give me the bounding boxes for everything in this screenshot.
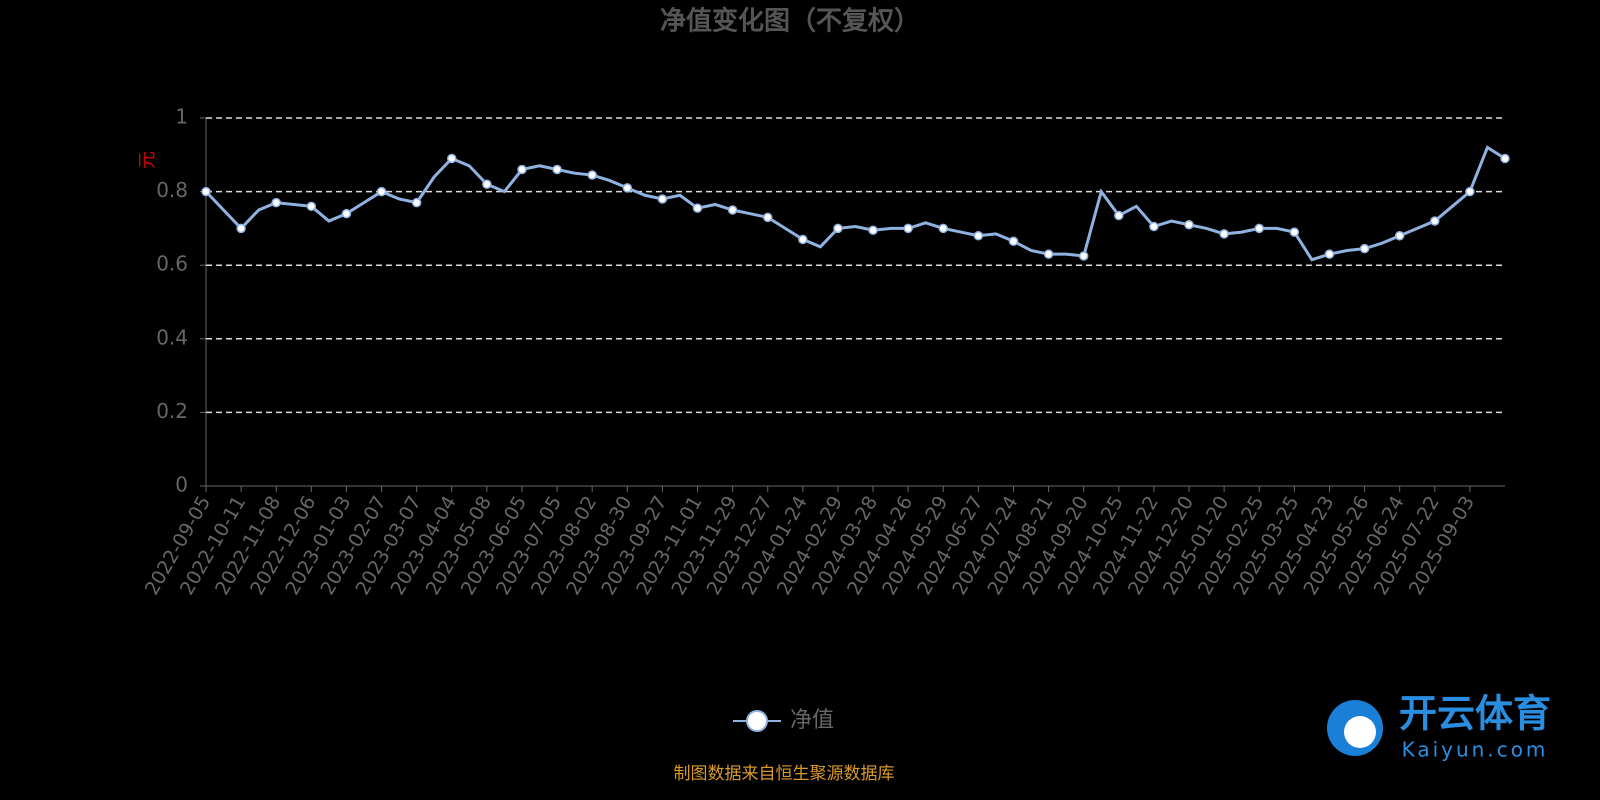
data-point — [271, 197, 281, 208]
data-point — [868, 225, 878, 235]
data-point — [306, 201, 317, 212]
data-point — [1043, 249, 1054, 259]
data-point — [482, 179, 492, 189]
data-point — [833, 223, 843, 234]
data-point — [1430, 216, 1440, 226]
data-point — [692, 203, 703, 213]
y-tick-label: 0.4 — [156, 325, 188, 349]
data-point — [517, 164, 527, 175]
data-point — [798, 234, 808, 245]
data-point — [1289, 227, 1300, 237]
data-point — [1114, 210, 1124, 221]
data-point — [1465, 186, 1475, 197]
data-point — [727, 205, 738, 215]
source-note: 制图数据来自恒生聚源数据库 — [674, 764, 895, 784]
data-point — [411, 197, 422, 208]
data-point — [938, 223, 949, 234]
y-tick-label: 0.8 — [156, 178, 188, 202]
logo-ball — [1344, 716, 1376, 748]
legend: 净值 — [733, 708, 834, 733]
data-point — [552, 164, 562, 175]
legend-label: 净值 — [790, 708, 834, 733]
chart-title: 净值变化图（不复权） — [660, 6, 920, 37]
watermark-url: Kaiyun.com — [1402, 738, 1549, 762]
data-point — [1078, 251, 1089, 261]
data-point — [973, 231, 984, 241]
data-point — [1394, 231, 1405, 241]
data-point — [903, 223, 913, 234]
data-point — [1219, 229, 1229, 239]
y-tick-label: 1 — [175, 105, 188, 129]
data-point — [447, 153, 457, 164]
y-tick-label: 0.2 — [156, 399, 188, 423]
data-line — [204, 145, 1506, 262]
y-tick-label: 0.6 — [156, 252, 188, 276]
data-point — [376, 186, 387, 197]
data-point — [236, 223, 246, 234]
data-point — [587, 170, 597, 180]
data-point — [762, 212, 773, 223]
data-point — [1254, 223, 1264, 234]
legend-marker — [746, 710, 768, 732]
data-point — [1359, 243, 1370, 254]
data-point — [657, 194, 668, 204]
data-point — [1500, 153, 1510, 164]
watermark: 开云体育 Kaiyun.com — [1327, 692, 1551, 762]
watermark-brand: 开云体育 — [1399, 692, 1551, 736]
y-tick-label: 0 — [175, 473, 188, 497]
data-point — [1149, 221, 1159, 232]
data-point — [1324, 249, 1335, 259]
data-point — [1184, 219, 1194, 230]
data-point — [622, 183, 633, 193]
data-point — [1008, 236, 1019, 247]
data-point — [341, 208, 352, 219]
y-axis-label: 元 — [137, 151, 158, 169]
data-point — [201, 186, 211, 197]
